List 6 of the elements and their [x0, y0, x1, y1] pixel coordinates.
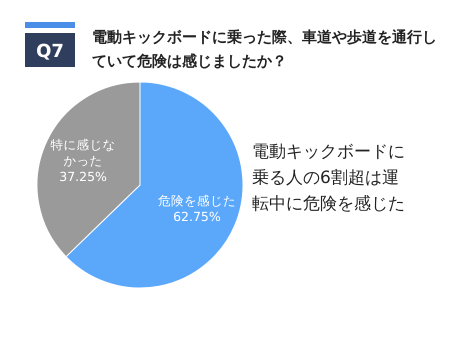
data-label: 62.75%	[173, 209, 221, 224]
chart-title: 電動キックボードに乗った際、車道や歩道を通行していて危険は感じましたか？	[92, 28, 437, 70]
slice-label: 危険を感じた	[158, 193, 236, 208]
slice-label: 特に感じなかった	[50, 136, 116, 168]
data-label: 37.25%	[59, 168, 108, 184]
text: 電動キックボードに乗る人の6割超は運転中に危険を感じた	[252, 142, 405, 214]
